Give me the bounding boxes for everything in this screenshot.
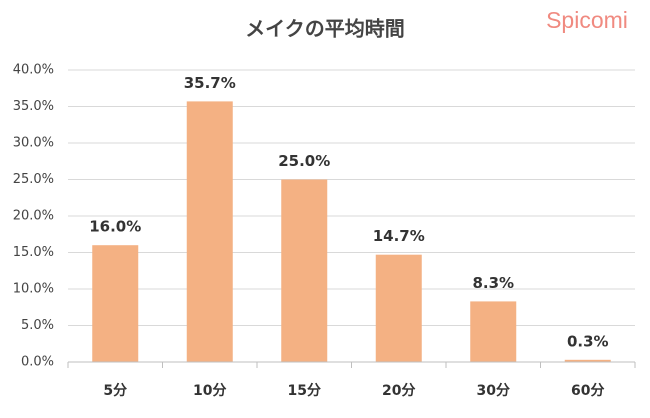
y-tick-label: 0.0% — [21, 355, 54, 370]
bar — [375, 254, 422, 362]
value-label: 8.3% — [472, 274, 514, 292]
x-tick-label: 60分 — [571, 383, 604, 399]
bar — [564, 359, 611, 362]
x-tick-label: 15分 — [288, 383, 321, 399]
y-tick-label: 20.0% — [13, 209, 54, 224]
x-tick-label: 30分 — [477, 383, 510, 399]
bar — [92, 245, 139, 362]
bar — [281, 179, 328, 362]
chart-title: メイクの平均時間 — [245, 17, 405, 41]
y-tick-label: 35.0% — [13, 99, 54, 114]
y-tick-label: 40.0% — [13, 63, 54, 78]
value-label: 35.7% — [184, 74, 236, 92]
value-label: 25.0% — [278, 152, 330, 170]
bar — [470, 301, 517, 362]
y-tick-label: 30.0% — [13, 136, 54, 151]
y-tick-label: 25.0% — [13, 172, 54, 187]
value-label: 0.3% — [567, 332, 609, 350]
y-tick-label: 15.0% — [13, 245, 54, 260]
x-tick-label: 20分 — [382, 383, 415, 399]
x-tick-label: 10分 — [193, 383, 226, 399]
value-label: 16.0% — [89, 218, 141, 236]
watermark: Spicomi — [546, 7, 628, 33]
bar — [186, 101, 233, 362]
y-tick-label: 10.0% — [13, 282, 54, 297]
y-tick-label: 5.0% — [21, 318, 54, 333]
value-label: 14.7% — [373, 227, 425, 245]
x-tick-label: 5分 — [103, 383, 127, 399]
